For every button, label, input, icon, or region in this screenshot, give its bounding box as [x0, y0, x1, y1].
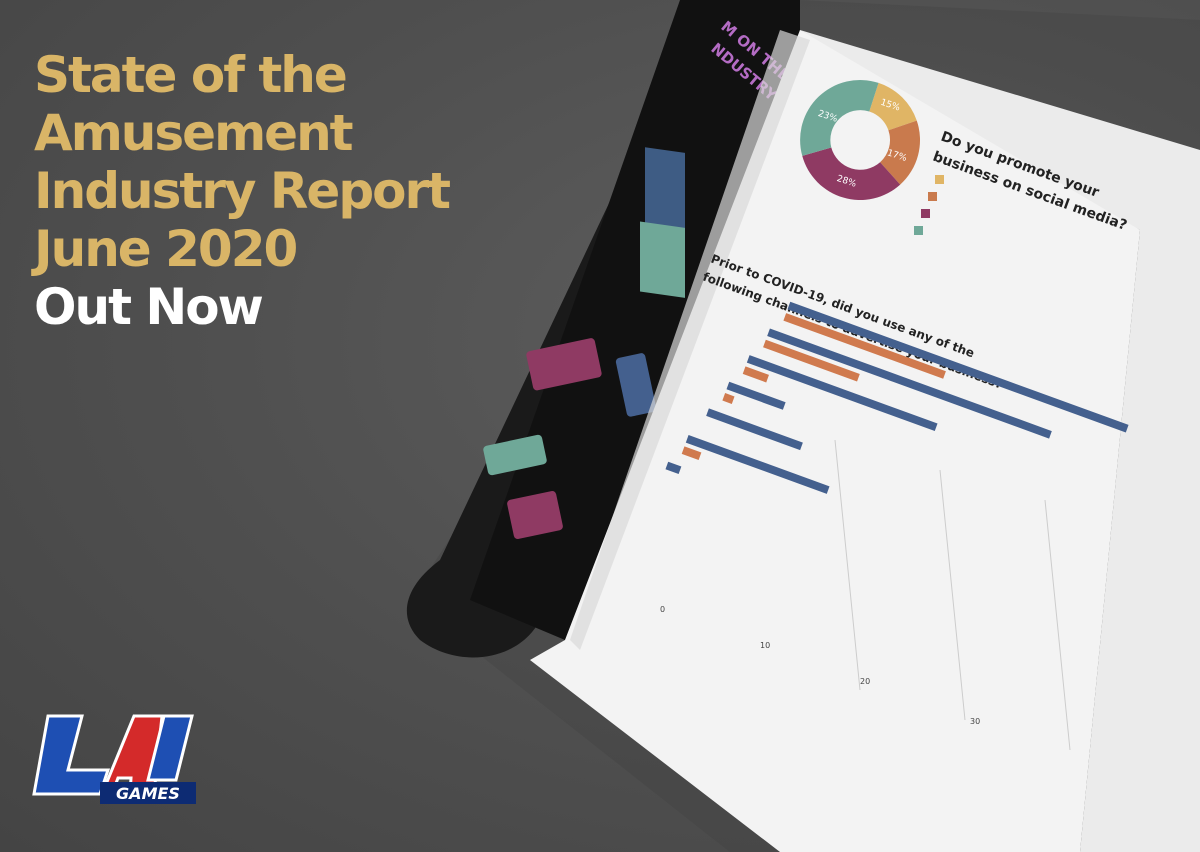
magazine-illustration: M ON THE NDUSTRY 15% 17% 28% 23% Do you …	[407, 0, 1200, 852]
donut-chart: 15% 17% 28% 23%	[800, 80, 921, 200]
magazine-mockup: M ON THE NDUSTRY 15% 17% 28% 23% Do you …	[380, 0, 1200, 852]
right-page-edge	[800, 30, 1200, 852]
bar-blue-7	[665, 461, 682, 475]
page-gutter	[570, 30, 810, 650]
left-page-note-teal	[483, 434, 547, 476]
donut-legend	[914, 175, 944, 235]
axis-tick-10: 10	[760, 641, 770, 650]
bar-blue-6	[685, 435, 830, 494]
bar-orange-2	[763, 339, 860, 382]
lai-games-logo-art: GAMES	[32, 714, 196, 804]
logo-wordmark: GAMES	[116, 784, 180, 803]
gridline-1	[834, 439, 861, 691]
bar-chart	[665, 301, 1129, 494]
logo-wordmark-bg	[100, 782, 196, 804]
legend-swatch-yellow	[935, 175, 944, 184]
gridline-2	[939, 469, 966, 721]
left-page-note-blue	[615, 353, 657, 417]
donut-slice-yellow	[869, 82, 917, 131]
bar-blue-1	[787, 301, 1129, 433]
headline-line-2: Amusement	[34, 104, 354, 162]
bar-orange-3	[742, 366, 769, 383]
bar-orange-6	[681, 446, 702, 461]
left-page-content	[483, 147, 685, 540]
headline-line-4: June 2020	[34, 220, 298, 278]
headline-line-5: Out Now	[34, 278, 264, 336]
bar-blue-2	[767, 328, 1052, 439]
left-page-note-magenta	[526, 338, 602, 391]
axis-tick-0: 0	[660, 605, 665, 614]
gridline-3	[1044, 499, 1071, 751]
lai-games-logo: GAMES	[30, 708, 200, 808]
headline-line-3: Industry Report	[34, 162, 451, 220]
axis-tick-30: 30	[970, 717, 980, 726]
bar-orange-1	[783, 313, 946, 379]
headline: State of the Amusement Industry Report J…	[34, 46, 594, 336]
logo-letter-i	[146, 714, 194, 782]
donut-slice-magenta	[802, 147, 901, 200]
bar-blue-5	[706, 408, 803, 451]
legend-swatch-teal	[914, 226, 923, 235]
legend-swatch-orange	[928, 192, 937, 201]
legend-swatch-magenta	[921, 209, 930, 218]
left-page	[470, 0, 800, 640]
gridlines	[834, 439, 1071, 751]
donut-slice-teal	[800, 80, 879, 156]
left-page-bar-teal	[640, 221, 685, 298]
headline-line-1: State of the	[34, 46, 348, 104]
bar-blue-3	[746, 355, 938, 432]
bar-blue-4	[726, 381, 786, 410]
logo-letter-l	[32, 714, 111, 796]
left-page-note-purple	[507, 490, 563, 540]
donut-slice-orange	[880, 120, 921, 185]
bar-orange-4	[722, 393, 735, 404]
axis-tick-20: 20	[860, 677, 870, 686]
